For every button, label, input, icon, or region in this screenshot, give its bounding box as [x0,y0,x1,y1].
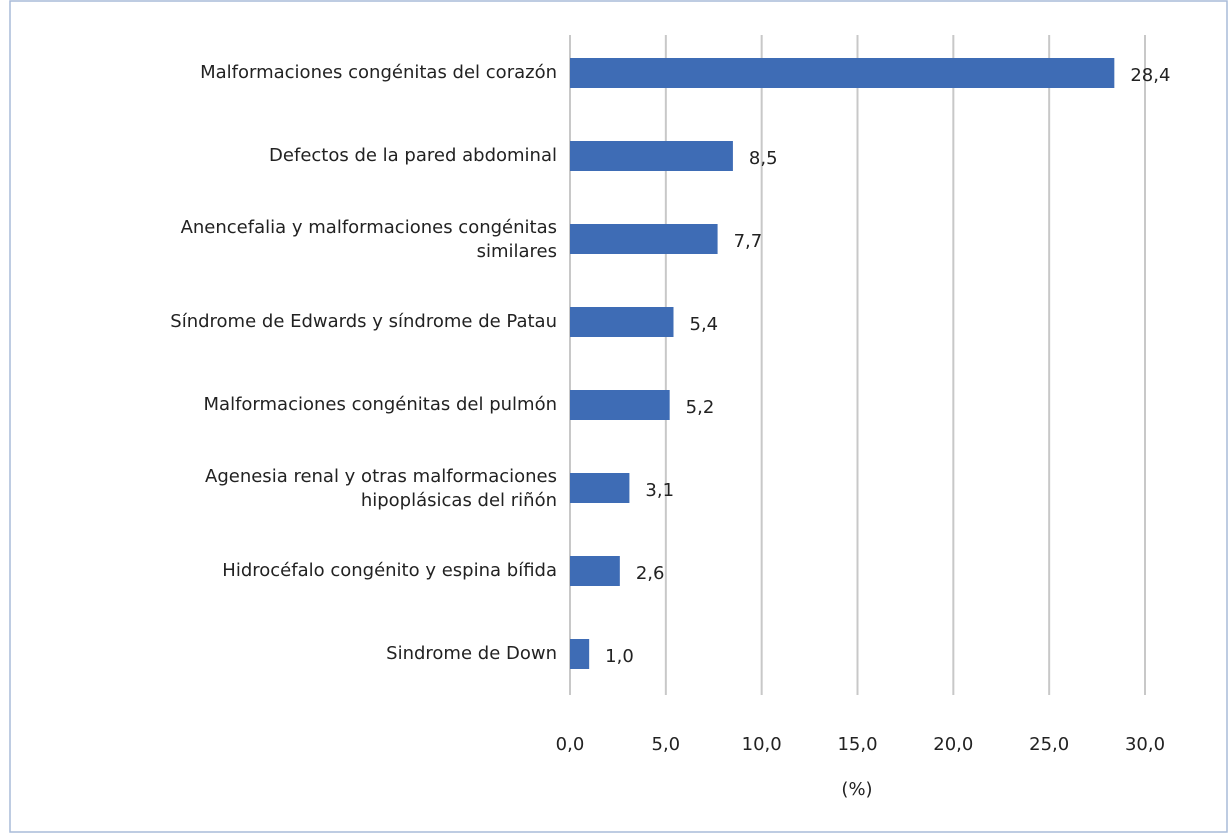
x-tick-label: 5,0 [652,734,681,755]
data-label: 1,0 [605,646,634,667]
bar [570,58,1115,88]
bar [570,639,590,669]
bar [570,224,718,254]
data-label: 5,4 [690,314,719,335]
y-tick-label: Agenesia renal y otras malformaciones hip… [205,466,557,511]
y-tick-label: Hidrocéfalo congénito y espina bífida [222,560,557,581]
data-label: 7,7 [734,231,763,252]
bar [570,141,733,171]
x-tick-label: 20,0 [933,734,973,755]
data-label: 8,5 [749,148,778,169]
x-axis-label: (%) [841,779,872,800]
data-label: 2,6 [636,563,665,584]
x-tick-label: 0,0 [556,734,585,755]
data-label: 3,1 [645,480,674,501]
y-tick-label: Anencefalia y malformaciones congénitas s… [181,217,557,262]
y-tick-label: Malformaciones congénitas del pulmón [204,394,557,415]
label-line: hipoplásicas del riñón [361,490,557,511]
bar [570,390,670,420]
x-tick-label: 10,0 [742,734,782,755]
x-tick-label: 30,0 [1125,734,1165,755]
y-tick-label: Síndrome de Edwards y síndrome de Patau [170,311,557,332]
data-label: 28,4 [1130,65,1170,86]
y-tick-label: Malformaciones congénitas del corazón [200,62,557,83]
bar [570,473,630,503]
label-line: Anencefalia y malformaciones congénitas [181,217,557,238]
label-line: similares [477,241,557,262]
y-tick-label: Defectos de la pared abdominal [269,145,557,166]
y-tick-label: Sindrome de Down [386,643,557,664]
x-tick-label: 15,0 [837,734,877,755]
bar [570,307,674,337]
data-label: 5,2 [686,397,715,418]
bar [570,556,620,586]
label-line: Agenesia renal y otras malformaciones [205,466,557,487]
x-tick-label: 25,0 [1029,734,1069,755]
